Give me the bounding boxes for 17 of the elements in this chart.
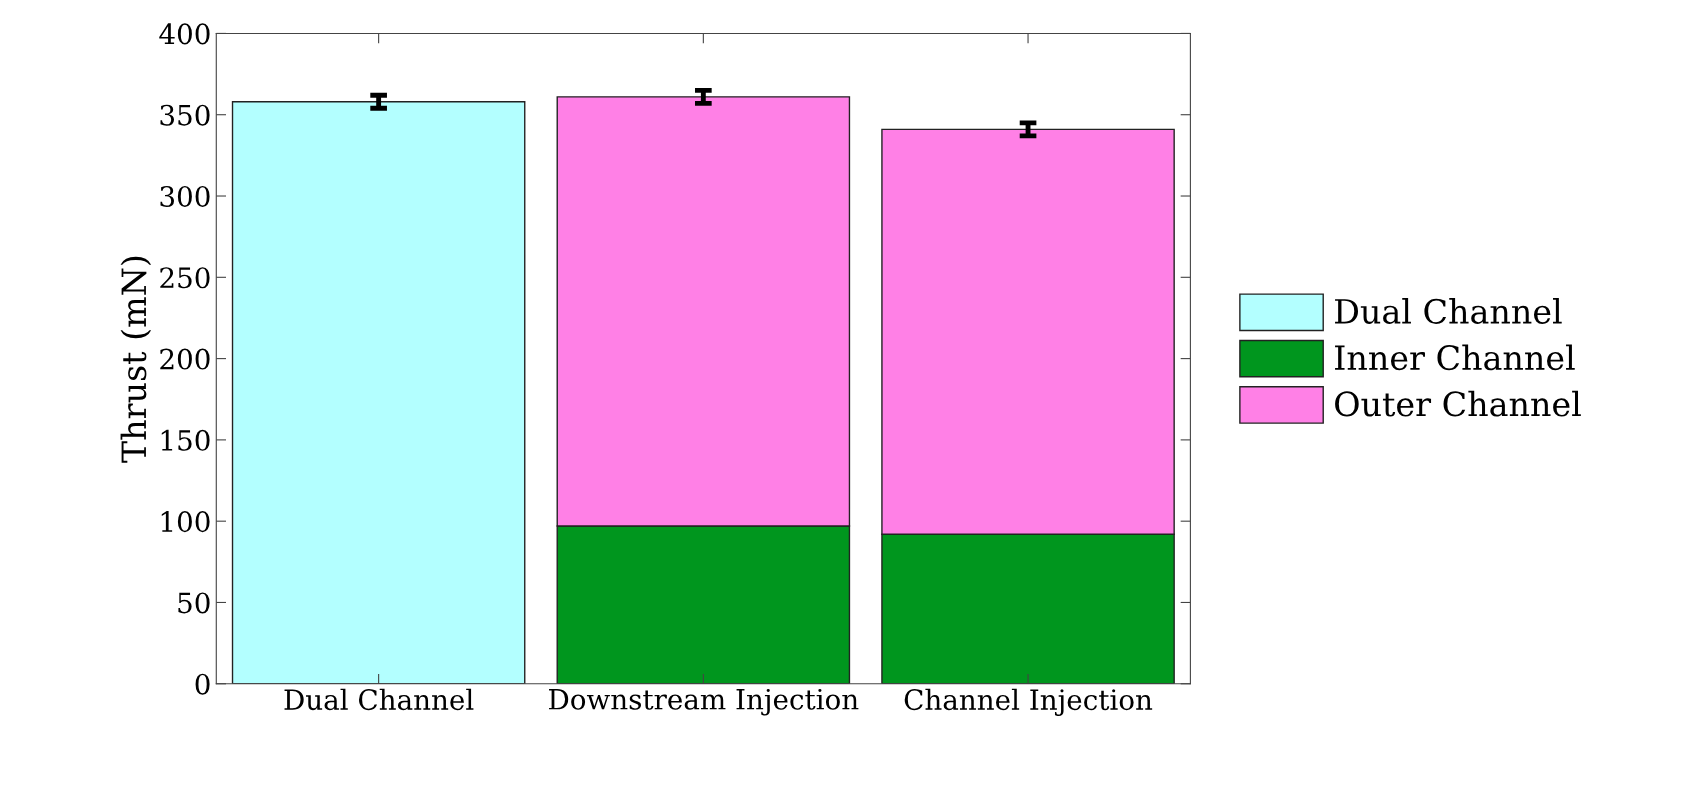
y-tick-label: 150 (161, 429, 210, 451)
legend-label: Outer Channel (1335, 390, 1581, 417)
y-tick-label: 0 (195, 673, 210, 695)
y-tick-label: 250 (160, 267, 210, 289)
y-tick-label: 200 (160, 348, 210, 370)
y-tick-label: 100 (161, 511, 210, 533)
x-tick-label: Dual Channel (284, 688, 474, 711)
bar (231, 101, 526, 684)
x-tick-label: Downstream Injection (549, 688, 859, 716)
x-tick-label: Channel Injection (904, 688, 1153, 716)
y-tick-label: 300 (160, 185, 210, 207)
y-tick-label: 50 (178, 592, 210, 614)
y-tick-label: 400 (159, 23, 210, 45)
y-axis-title: Thrust (mN) (120, 256, 152, 463)
legend-label: Inner Channel (1335, 344, 1575, 371)
y-tick-label: 350 (160, 104, 210, 126)
legend-label: Dual Channel (1335, 298, 1562, 324)
